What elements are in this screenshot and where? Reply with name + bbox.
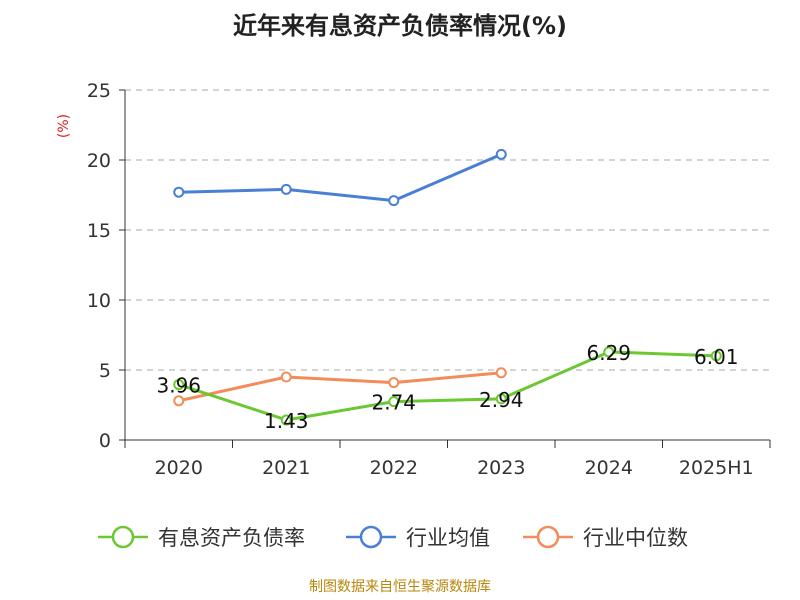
series-line — [178, 153, 502, 203]
data-label: 2.74 — [371, 391, 416, 415]
data-point — [173, 395, 185, 407]
series-line — [178, 371, 502, 403]
x-tick-label: 2022 — [370, 457, 418, 479]
y-tick-label: 25 — [87, 80, 111, 102]
y-tick-label: 5 — [99, 360, 111, 382]
series-line — [178, 350, 717, 422]
y-tick-label: 20 — [87, 150, 111, 172]
data-point — [280, 371, 292, 383]
series-layer — [173, 148, 722, 426]
data-point — [388, 396, 400, 408]
legend-label: 有息资产负债率 — [158, 526, 305, 550]
data-label: 1.43 — [264, 409, 309, 433]
data-point — [603, 346, 615, 358]
data-point — [495, 367, 507, 379]
y-axis-label: (%) — [56, 114, 72, 138]
y-tick-label: 10 — [87, 290, 111, 312]
x-tick-label: 2023 — [477, 457, 525, 479]
data-label: 6.01 — [694, 345, 739, 369]
data-point — [495, 148, 507, 160]
legend-label: 行业中位数 — [583, 526, 688, 550]
data-labels: 3.96 1.43 2.74 2.94 6.29 6.01 — [156, 341, 738, 433]
legend-marker — [359, 525, 383, 549]
data-label: 6.29 — [586, 341, 631, 365]
data-label: 2.94 — [479, 388, 524, 412]
x-tick-label: 2021 — [262, 457, 310, 479]
legend-marker — [536, 525, 560, 549]
legend-marker — [111, 525, 135, 549]
x-tick-label: 2025H1 — [679, 457, 754, 479]
legend-label: 行业均值 — [406, 526, 490, 550]
axes: 0 5 10 15 20 25 2020 2021 2022 2023 2024 2025H1 (%) — [56, 80, 771, 479]
data-point — [280, 414, 292, 426]
legend: 有息资产负债率 行业均值 行业中位数 — [98, 525, 688, 550]
x-tick-label: 2020 — [155, 457, 203, 479]
data-point — [280, 183, 292, 195]
data-label: 3.96 — [156, 374, 201, 398]
y-tick-label: 0 — [99, 430, 111, 452]
data-point — [710, 350, 722, 362]
data-point — [173, 379, 185, 391]
data-point — [388, 377, 400, 389]
data-point — [388, 195, 400, 207]
chart-title: 近年来有息资产负债率情况(%) — [233, 12, 567, 40]
grid-lines — [125, 89, 770, 371]
source-note: 制图数据来自恒生聚源数据库 — [309, 579, 491, 595]
data-point — [173, 186, 185, 198]
data-point — [495, 393, 507, 405]
x-tick-label: 2024 — [585, 457, 633, 479]
y-tick-label: 15 — [87, 220, 111, 242]
